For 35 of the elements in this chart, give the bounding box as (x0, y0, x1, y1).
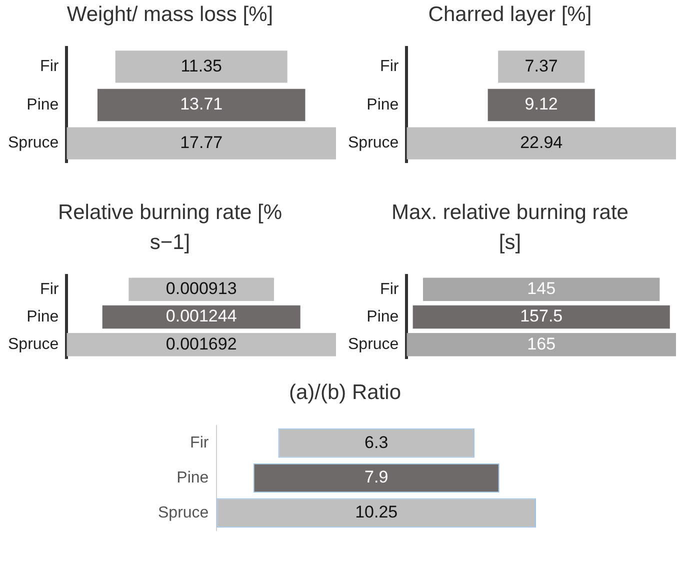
data-label: 0.000913 (166, 279, 237, 298)
text: (a)/(b) Ratio (288, 380, 402, 406)
text: Weight/ mass loss [%] (66, 2, 274, 28)
category-label: Pine (366, 96, 399, 114)
data-label: 10.25 (355, 502, 398, 522)
category-label: Spruce (348, 134, 399, 152)
text: Relative burning rate [% s−1] (56, 200, 284, 256)
data-label: 13.71 (180, 94, 223, 114)
data-label: 17.77 (180, 132, 223, 152)
data-label: 9.12 (524, 94, 558, 114)
category-label: Pine (176, 469, 209, 486)
category-label: Spruce (158, 504, 209, 522)
data-label: 165 (527, 334, 556, 354)
data-label: 7.37 (524, 56, 558, 76)
data-label: 6.3 (364, 432, 388, 452)
text: Charred layer [%] (427, 2, 593, 28)
category-label: Pine (26, 96, 59, 114)
category-label: Spruce (8, 134, 59, 152)
text: Max. relative burning rate [s] (390, 200, 630, 256)
data-label: 22.94 (520, 132, 563, 152)
data-label: 157.5 (520, 306, 563, 326)
category-label: Fir (380, 58, 400, 76)
category-label: Fir (190, 434, 210, 452)
data-label: 145 (527, 279, 556, 298)
data-label: 0.001244 (166, 306, 237, 326)
data-label: 0.001692 (166, 334, 237, 354)
data-label: 11.35 (180, 56, 222, 76)
category-label: Pine (26, 308, 59, 326)
category-label: Fir (40, 280, 60, 298)
category-label: Fir (380, 280, 400, 298)
category-label: Fir (40, 58, 60, 76)
data-label: 7.9 (364, 468, 388, 487)
category-label: Spruce (348, 336, 399, 354)
category-label: Spruce (8, 336, 59, 354)
category-label: Pine (366, 308, 399, 326)
